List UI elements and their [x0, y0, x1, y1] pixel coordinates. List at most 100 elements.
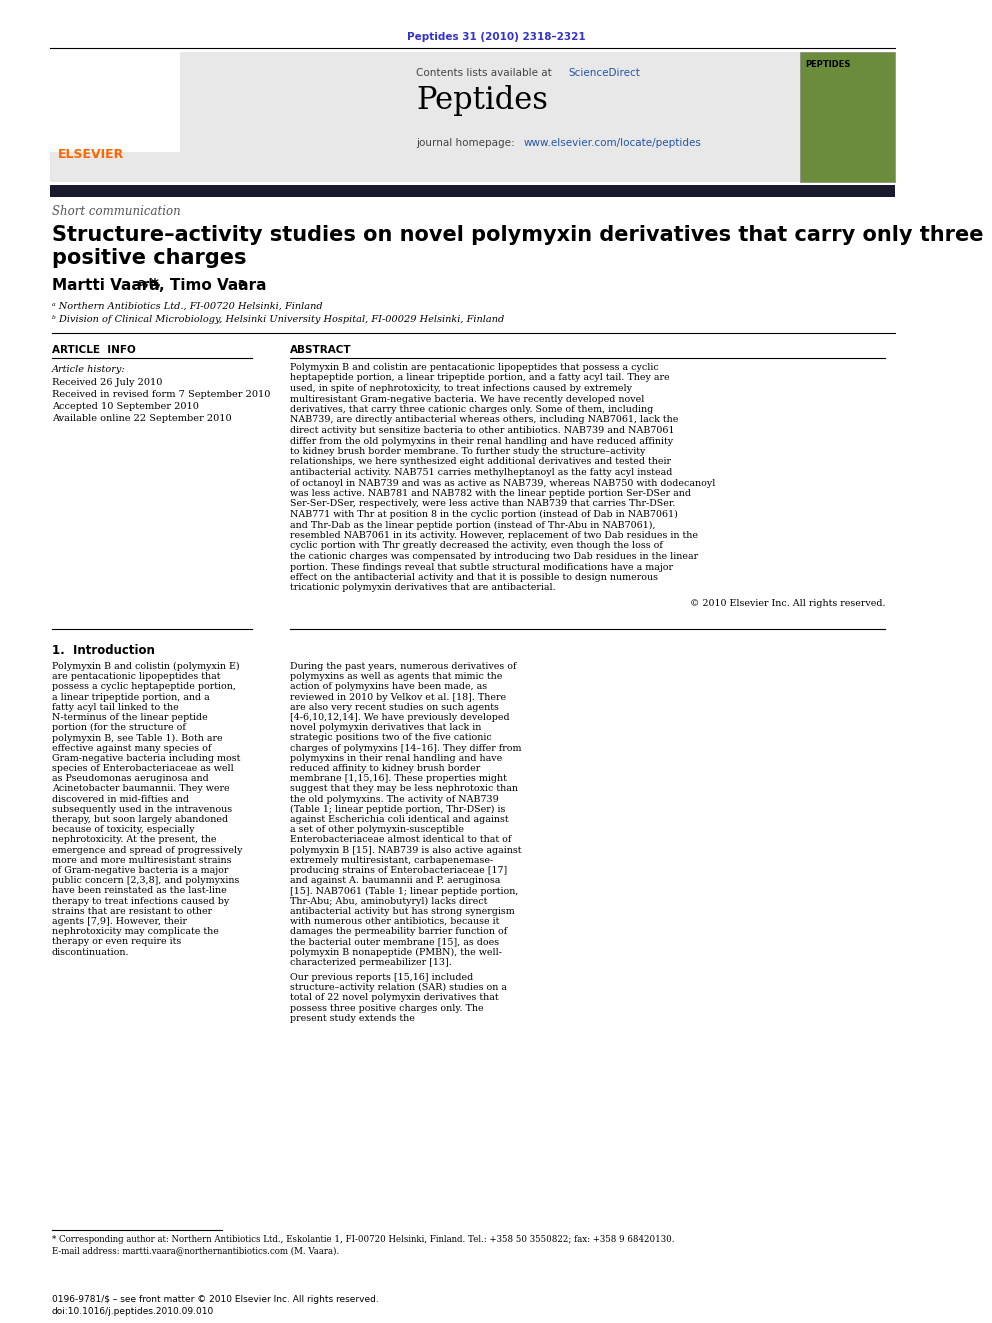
Text: action of polymyxins have been made, as: action of polymyxins have been made, as	[290, 683, 487, 692]
Text: possess three positive charges only. The: possess three positive charges only. The	[290, 1004, 484, 1012]
Text: PEPTIDES: PEPTIDES	[805, 60, 850, 69]
Text: (Table 1; linear peptide portion, Thr-DSer) is: (Table 1; linear peptide portion, Thr-DS…	[290, 804, 505, 814]
Text: doi:10.1016/j.peptides.2010.09.010: doi:10.1016/j.peptides.2010.09.010	[52, 1307, 214, 1316]
Text: against Escherichia coli identical and against: against Escherichia coli identical and a…	[290, 815, 509, 824]
Text: to kidney brush border membrane. To further study the structure–activity: to kidney brush border membrane. To furt…	[290, 447, 646, 456]
Text: Accepted 10 September 2010: Accepted 10 September 2010	[52, 402, 198, 411]
Text: www.elsevier.com/locate/peptides: www.elsevier.com/locate/peptides	[524, 138, 702, 148]
Text: reduced affinity to kidney brush border: reduced affinity to kidney brush border	[290, 763, 480, 773]
Text: as Pseudomonas aeruginosa and: as Pseudomonas aeruginosa and	[52, 774, 208, 783]
Text: ARTICLE  INFO: ARTICLE INFO	[52, 345, 136, 355]
Text: ScienceDirect: ScienceDirect	[568, 67, 640, 78]
Text: *, Timo Vaara: *, Timo Vaara	[151, 278, 267, 292]
Text: producing strains of Enterobacteriaceae [17]: producing strains of Enterobacteriaceae …	[290, 867, 507, 875]
Text: polymyxin B, see Table 1). Both are: polymyxin B, see Table 1). Both are	[52, 733, 222, 742]
Text: and Thr-Dab as the linear peptide portion (instead of Thr-Abu in NAB7061),: and Thr-Dab as the linear peptide portio…	[290, 520, 656, 529]
Text: a,b,: a,b,	[137, 278, 161, 288]
Text: extremely multiresistant, carbapenemase-: extremely multiresistant, carbapenemase-	[290, 856, 493, 865]
Text: the old polymyxins. The activity of NAB739: the old polymyxins. The activity of NAB7…	[290, 795, 499, 803]
Text: During the past years, numerous derivatives of: During the past years, numerous derivati…	[290, 662, 517, 671]
Text: 0196-9781/$ – see front matter © 2010 Elsevier Inc. All rights reserved.: 0196-9781/$ – see front matter © 2010 El…	[52, 1295, 379, 1304]
Text: N-terminus of the linear peptide: N-terminus of the linear peptide	[52, 713, 207, 722]
Text: because of toxicity, especially: because of toxicity, especially	[52, 826, 194, 835]
Text: therapy, but soon largely abandoned: therapy, but soon largely abandoned	[52, 815, 228, 824]
Text: polymyxins as well as agents that mimic the: polymyxins as well as agents that mimic …	[290, 672, 502, 681]
Text: effective against many species of: effective against many species of	[52, 744, 211, 753]
Text: strategic positions two of the five cationic: strategic positions two of the five cati…	[290, 733, 492, 742]
Text: direct activity but sensitize bacteria to other antibiotics. NAB739 and NAB7061: direct activity but sensitize bacteria t…	[290, 426, 675, 435]
Text: membrane [1,15,16]. These properties might: membrane [1,15,16]. These properties mig…	[290, 774, 507, 783]
Text: used, in spite of nephrotoxicity, to treat infections caused by extremely: used, in spite of nephrotoxicity, to tre…	[290, 384, 632, 393]
Text: effect on the antibacterial activity and that it is possible to design numerous: effect on the antibacterial activity and…	[290, 573, 658, 582]
Text: [4-6,10,12,14]. We have previously developed: [4-6,10,12,14]. We have previously devel…	[290, 713, 510, 722]
Text: structure–activity relation (SAR) studies on a: structure–activity relation (SAR) studie…	[290, 983, 507, 992]
Text: strains that are resistant to other: strains that are resistant to other	[52, 906, 212, 916]
Text: Polymyxin B and colistin (polymyxin E): Polymyxin B and colistin (polymyxin E)	[52, 662, 240, 671]
Text: NAB739, are directly antibacterial whereas others, including NAB7061, lack the: NAB739, are directly antibacterial where…	[290, 415, 679, 425]
Text: ELSEVIER: ELSEVIER	[58, 148, 124, 161]
Text: Thr-Abu; Abu, aminobutyryl) lacks direct: Thr-Abu; Abu, aminobutyryl) lacks direct	[290, 897, 487, 906]
Text: Ser-Ser-DSer, respectively, were less active than NAB739 that carries Thr-DSer.: Ser-Ser-DSer, respectively, were less ac…	[290, 500, 676, 508]
Text: the cationic charges was compensated by introducing two Dab residues in the line: the cationic charges was compensated by …	[290, 552, 698, 561]
Text: present study extends the: present study extends the	[290, 1013, 415, 1023]
Text: Structure–activity studies on novel polymyxin derivatives that carry only three: Structure–activity studies on novel poly…	[52, 225, 983, 245]
Text: portion. These findings reveal that subtle structural modifications have a major: portion. These findings reveal that subt…	[290, 562, 673, 572]
Text: polymyxins in their renal handling and have: polymyxins in their renal handling and h…	[290, 754, 502, 763]
Text: Polymyxin B and colistin are pentacationic lipopeptides that possess a cyclic: Polymyxin B and colistin are pentacation…	[290, 363, 659, 372]
Text: Article history:: Article history:	[52, 365, 126, 374]
Text: charges of polymyxins [14–16]. They differ from: charges of polymyxins [14–16]. They diff…	[290, 744, 522, 753]
Text: polymyxin B [15]. NAB739 is also active against: polymyxin B [15]. NAB739 is also active …	[290, 845, 522, 855]
Bar	[800, 52, 895, 183]
Text: © 2010 Elsevier Inc. All rights reserved.: © 2010 Elsevier Inc. All rights reserved…	[689, 599, 885, 609]
Text: novel polymyxin derivatives that lack in: novel polymyxin derivatives that lack in	[290, 724, 481, 732]
Text: possess a cyclic heptapeptide portion,: possess a cyclic heptapeptide portion,	[52, 683, 236, 692]
Text: a linear tripeptide portion, and a: a linear tripeptide portion, and a	[52, 693, 209, 701]
Text: are pentacationic lipopeptides that: are pentacationic lipopeptides that	[52, 672, 220, 681]
Text: * Corresponding author at: Northern Antibiotics Ltd., Eskolantie 1, FI-00720 Hel: * Corresponding author at: Northern Anti…	[52, 1234, 675, 1244]
Text: differ from the old polymyxins in their renal handling and have reduced affinity: differ from the old polymyxins in their …	[290, 437, 674, 446]
Text: the bacterial outer membrane [15], as does: the bacterial outer membrane [15], as do…	[290, 938, 499, 946]
Text: Acinetobacter baumannii. They were: Acinetobacter baumannii. They were	[52, 785, 229, 794]
Text: discontinuation.: discontinuation.	[52, 947, 130, 957]
Text: portion (for the structure of: portion (for the structure of	[52, 724, 186, 733]
Text: journal homepage:: journal homepage:	[416, 138, 518, 148]
Text: with numerous other antibiotics, because it: with numerous other antibiotics, because…	[290, 917, 499, 926]
Bar	[50, 52, 180, 152]
Text: ᵃ Northern Antibiotics Ltd., FI-00720 Helsinki, Finland: ᵃ Northern Antibiotics Ltd., FI-00720 He…	[52, 302, 322, 311]
Text: Contents lists available at: Contents lists available at	[416, 67, 555, 78]
Text: Peptides 31 (2010) 2318–2321: Peptides 31 (2010) 2318–2321	[407, 32, 585, 42]
Text: have been reinstated as the last-line: have been reinstated as the last-line	[52, 886, 227, 896]
Text: emergence and spread of progressively: emergence and spread of progressively	[52, 845, 242, 855]
Text: Peptides: Peptides	[416, 85, 548, 116]
Text: NAB771 with Thr at position 8 in the cyclic portion (instead of Dab in NAB7061): NAB771 with Thr at position 8 in the cyc…	[290, 509, 678, 519]
Text: are also very recent studies on such agents: are also very recent studies on such age…	[290, 703, 499, 712]
Text: damages the permeability barrier function of: damages the permeability barrier functio…	[290, 927, 507, 937]
Text: antibacterial activity. NAB751 carries methylheptanoyl as the fatty acyl instead: antibacterial activity. NAB751 carries m…	[290, 468, 673, 478]
Text: public concern [2,3,8], and polymyxins: public concern [2,3,8], and polymyxins	[52, 876, 239, 885]
Text: relationships, we here synthesized eight additional derivatives and tested their: relationships, we here synthesized eight…	[290, 458, 671, 467]
Text: heptapeptide portion, a linear tripeptide portion, and a fatty acyl tail. They a: heptapeptide portion, a linear tripeptid…	[290, 373, 670, 382]
Text: a set of other polymyxin-susceptible: a set of other polymyxin-susceptible	[290, 826, 464, 835]
Text: multiresistant Gram-negative bacteria. We have recently developed novel: multiresistant Gram-negative bacteria. W…	[290, 394, 645, 404]
Text: and against A. baumannii and P. aeruginosa: and against A. baumannii and P. aerugino…	[290, 876, 500, 885]
Bar	[50, 185, 895, 197]
Text: antibacterial activity but has strong synergism: antibacterial activity but has strong sy…	[290, 906, 515, 916]
Text: polymyxin B nonapeptide (PMBN), the well-: polymyxin B nonapeptide (PMBN), the well…	[290, 947, 502, 957]
Text: nephrotoxicity may complicate the: nephrotoxicity may complicate the	[52, 927, 219, 937]
Text: characterized permeabilizer [13].: characterized permeabilizer [13].	[290, 958, 451, 967]
Text: subsequently used in the intravenous: subsequently used in the intravenous	[52, 804, 232, 814]
Text: nephrotoxicity. At the present, the: nephrotoxicity. At the present, the	[52, 835, 216, 844]
Text: therapy to treat infections caused by: therapy to treat infections caused by	[52, 897, 229, 906]
Text: total of 22 novel polymyxin derivatives that: total of 22 novel polymyxin derivatives …	[290, 994, 499, 1003]
Text: therapy or even require its: therapy or even require its	[52, 938, 182, 946]
Text: [15]. NAB7061 (Table 1; linear peptide portion,: [15]. NAB7061 (Table 1; linear peptide p…	[290, 886, 519, 896]
Text: tricationic polymyxin derivatives that are antibacterial.: tricationic polymyxin derivatives that a…	[290, 583, 556, 593]
Text: Gram-negative bacteria including most: Gram-negative bacteria including most	[52, 754, 240, 763]
Text: resembled NAB7061 in its activity. However, replacement of two Dab residues in t: resembled NAB7061 in its activity. Howev…	[290, 531, 698, 540]
Bar	[50, 52, 895, 183]
Text: Our previous reports [15,16] included: Our previous reports [15,16] included	[290, 972, 473, 982]
Text: Martti Vaara: Martti Vaara	[52, 278, 160, 292]
Text: derivatives, that carry three cationic charges only. Some of them, including: derivatives, that carry three cationic c…	[290, 405, 654, 414]
Text: E-mail address: martti.vaara@northernantibiotics.com (M. Vaara).: E-mail address: martti.vaara@northernant…	[52, 1246, 339, 1256]
Text: agents [7,9]. However, their: agents [7,9]. However, their	[52, 917, 187, 926]
